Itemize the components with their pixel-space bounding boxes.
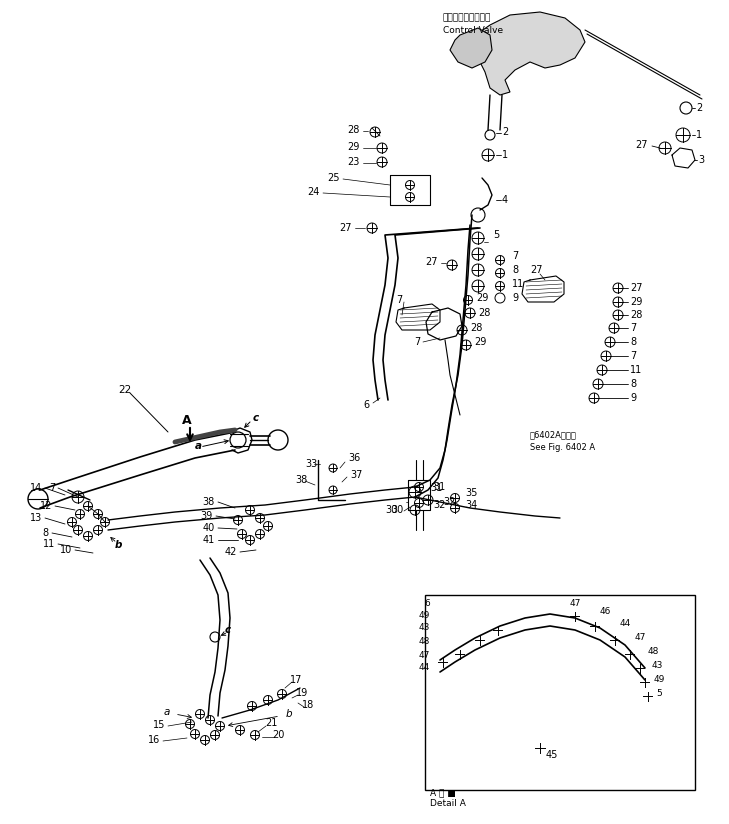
Text: 37: 37: [350, 470, 362, 480]
Text: 9: 9: [512, 293, 518, 303]
Text: 32: 32: [433, 500, 445, 510]
Text: 30: 30: [391, 505, 404, 515]
Text: 1: 1: [502, 150, 508, 160]
Text: 39: 39: [200, 511, 213, 521]
Text: 27: 27: [530, 265, 542, 275]
Text: 8: 8: [630, 379, 636, 389]
Text: 43: 43: [652, 662, 663, 671]
Text: 49: 49: [418, 611, 430, 620]
Text: 8: 8: [512, 265, 518, 275]
Text: 44: 44: [418, 663, 430, 672]
Text: 29: 29: [348, 142, 360, 152]
Text: 14: 14: [30, 483, 42, 493]
Text: 41: 41: [203, 535, 215, 545]
Text: A: A: [182, 414, 192, 427]
Text: 5: 5: [656, 690, 662, 699]
Text: 31: 31: [430, 483, 443, 493]
Text: 11: 11: [43, 539, 55, 549]
Text: 38: 38: [203, 497, 215, 507]
Text: 29: 29: [630, 297, 642, 307]
Text: 45: 45: [546, 750, 558, 760]
Text: A 詳 ■: A 詳 ■: [430, 789, 456, 798]
Text: 42: 42: [225, 547, 237, 557]
Text: コントロールバルブ: コントロールバルブ: [443, 13, 491, 22]
Text: c: c: [225, 625, 231, 635]
Text: 46: 46: [600, 607, 612, 616]
Text: 13: 13: [30, 513, 42, 523]
Text: 31: 31: [433, 482, 445, 492]
Text: 18: 18: [302, 700, 314, 710]
Bar: [425, 595, 695, 790]
Text: 28: 28: [630, 310, 642, 320]
Text: a: a: [195, 441, 202, 451]
Text: 19: 19: [296, 688, 308, 698]
Polygon shape: [450, 28, 492, 68]
Polygon shape: [472, 12, 585, 95]
Text: 7: 7: [512, 251, 518, 261]
Text: 48: 48: [648, 648, 659, 657]
Text: 23: 23: [348, 157, 360, 167]
Text: Detail A: Detail A: [430, 798, 466, 808]
Text: 36: 36: [348, 453, 360, 463]
Text: 38: 38: [295, 475, 307, 485]
Text: Control Valve: Control Valve: [443, 26, 503, 35]
Text: 48: 48: [418, 638, 430, 647]
Text: 40: 40: [203, 523, 215, 533]
Text: 11: 11: [512, 279, 524, 289]
Text: 16: 16: [148, 735, 160, 745]
Text: 8: 8: [43, 528, 49, 538]
Text: 33: 33: [305, 459, 317, 469]
Text: See Fig. 6402 A: See Fig. 6402 A: [530, 442, 595, 452]
Text: 47: 47: [635, 634, 647, 643]
Text: 11: 11: [630, 365, 642, 375]
Text: 47: 47: [570, 598, 581, 607]
Text: 30: 30: [386, 505, 398, 515]
Text: 2: 2: [502, 127, 508, 137]
Text: 5: 5: [493, 230, 499, 240]
Text: 3: 3: [698, 155, 704, 165]
Text: 29: 29: [474, 337, 486, 347]
Text: 27: 27: [630, 283, 642, 293]
Text: 12: 12: [39, 501, 52, 511]
Text: 25: 25: [327, 173, 340, 183]
Text: b: b: [286, 709, 292, 719]
Text: 47: 47: [418, 650, 430, 659]
Text: b: b: [115, 540, 122, 550]
Text: 43: 43: [418, 624, 430, 633]
Text: 1: 1: [696, 130, 702, 140]
Text: 8: 8: [630, 337, 636, 347]
Text: 22: 22: [118, 385, 131, 395]
Text: 49: 49: [654, 676, 666, 685]
Text: 32: 32: [443, 497, 456, 507]
Text: 17: 17: [290, 675, 303, 685]
Text: 第6402A図参照: 第6402A図参照: [530, 430, 577, 439]
Text: 7: 7: [414, 337, 420, 347]
Text: 10: 10: [60, 545, 72, 555]
Text: 15: 15: [152, 720, 165, 730]
Text: 28: 28: [348, 125, 360, 135]
Text: 34: 34: [465, 500, 477, 510]
Text: 7: 7: [630, 351, 636, 361]
Text: 9: 9: [630, 393, 636, 403]
Text: 6: 6: [364, 400, 370, 410]
Text: 28: 28: [470, 323, 483, 333]
Text: 2: 2: [696, 103, 702, 113]
Text: 7: 7: [396, 295, 402, 305]
Text: a: a: [163, 707, 170, 717]
Text: 24: 24: [308, 187, 320, 197]
Text: 29: 29: [476, 293, 488, 303]
Text: 27: 27: [340, 223, 352, 233]
Text: 7: 7: [49, 483, 55, 493]
Text: c: c: [253, 413, 259, 423]
Text: 27: 27: [636, 140, 648, 150]
Text: 44: 44: [620, 620, 631, 629]
Text: 20: 20: [272, 730, 284, 740]
Text: 27: 27: [426, 257, 438, 267]
Text: 21: 21: [265, 718, 277, 728]
Text: 4: 4: [502, 195, 508, 205]
Text: 35: 35: [465, 488, 477, 498]
Text: 7: 7: [630, 323, 636, 333]
Text: 28: 28: [478, 308, 491, 318]
Text: 6: 6: [424, 598, 430, 607]
